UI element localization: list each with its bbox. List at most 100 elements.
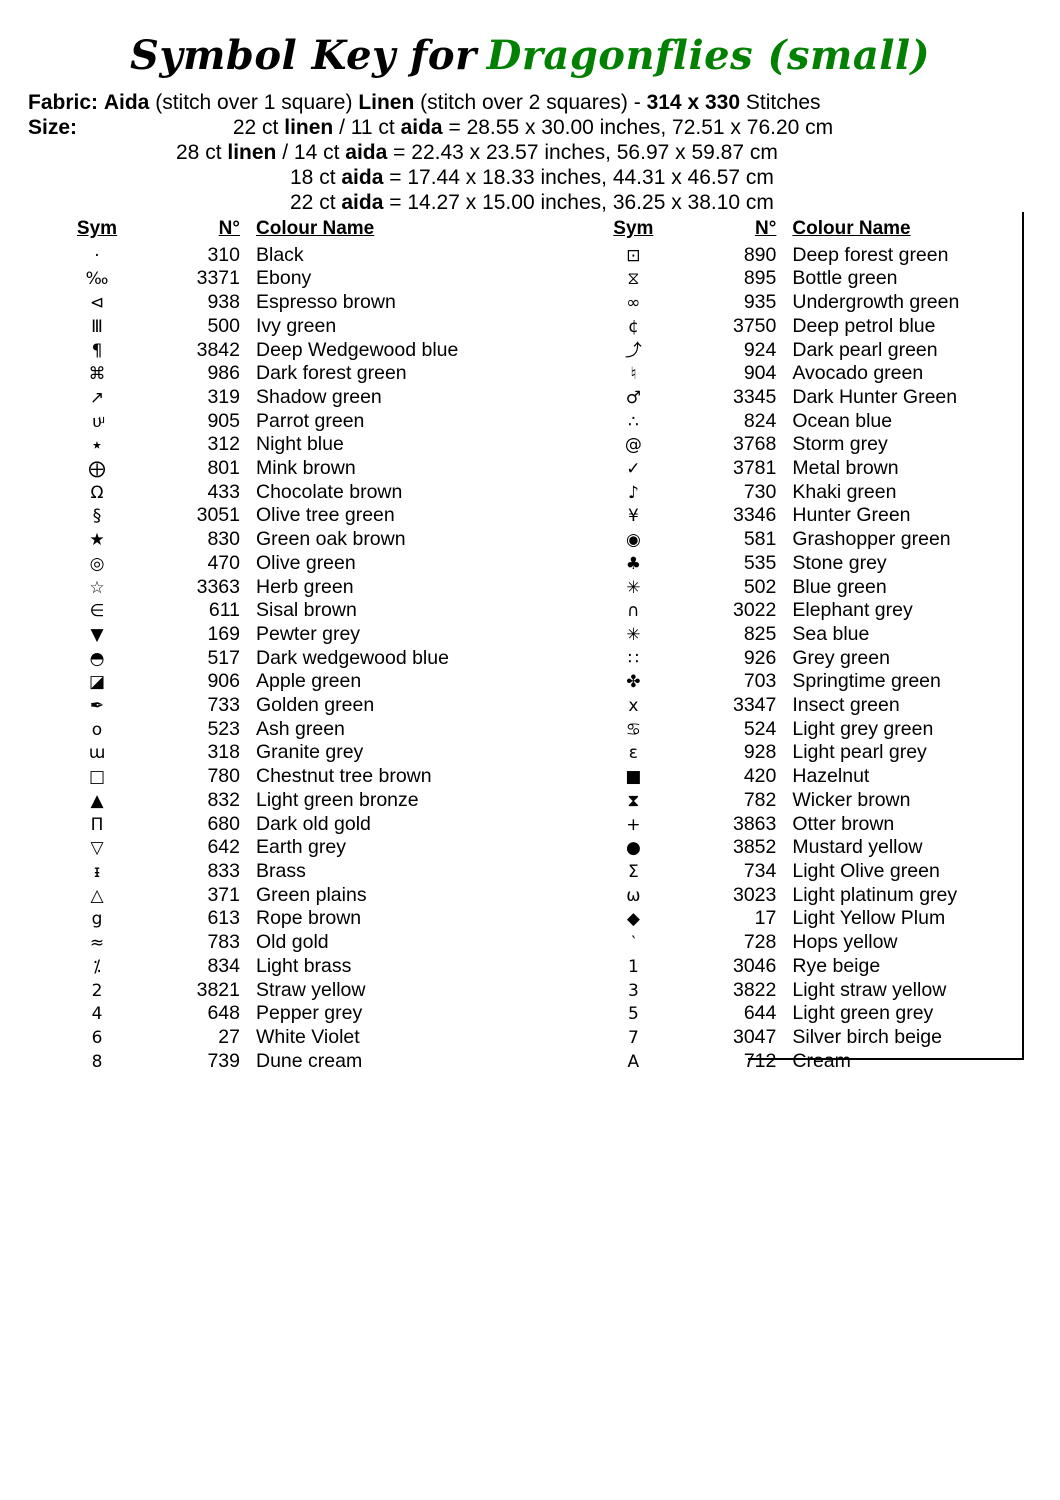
colour-name-cell: Mink brown [256, 457, 356, 480]
table-row: +3863 Otter brown [608, 813, 959, 837]
boxed-star-symbol: ⭑ [92, 435, 102, 456]
symbol-cell: ■ [608, 765, 658, 789]
header-colour-name-right: Colour Name [792, 218, 911, 239]
size-2-fabric-a: linen [227, 141, 277, 164]
table-row: ⊲ 938 Espresso brown [72, 291, 458, 315]
thread-number-cell: 825 [743, 622, 777, 645]
letter-x-symbol: x [628, 696, 639, 717]
colour-name-cell: Grashopper green [792, 528, 951, 551]
thread-number-cell: 924 [743, 338, 777, 361]
digit-five-symbol: 5 [627, 1004, 639, 1025]
table-row: ☆ 3363 Herb green [72, 576, 458, 600]
symbol-cell: ⁒ [72, 955, 122, 979]
table-row: ∞ 935 Undergrowth green [608, 291, 959, 315]
table-header-row: Sym N° Colour Name [608, 218, 959, 244]
symbol-cell: υͧ [72, 410, 122, 434]
colour-name-cell: Olive tree green [256, 504, 395, 527]
colour-name-cell: Olive green [256, 551, 356, 574]
table-row: ◉ 581 Grashopper green [608, 528, 959, 552]
thread-number-cell: 502 [743, 575, 777, 598]
colour-name-cell: Mustard yellow [792, 836, 923, 859]
symbol-cell: ✳ [608, 576, 658, 600]
approximately-equal-symbol: ≈ [89, 933, 105, 954]
commercial-minus-symbol: ⁒ [93, 956, 101, 977]
thread-number-cell: 613 [207, 907, 240, 930]
mars-symbol: ♂ [625, 387, 641, 408]
symbol-cell: ¥ [608, 504, 658, 528]
table-row: ◪ 906 Apple green [72, 670, 458, 694]
symbol-cell: o [72, 718, 122, 742]
table-row: ★ 830 Green oak brown [72, 528, 458, 552]
per-mille-symbol: ‰ [85, 269, 109, 290]
table-row: Ω 433 Chocolate brown [72, 481, 458, 505]
colour-name-cell: Insect green [792, 694, 900, 717]
colour-name-cell: Light Yellow Plum [792, 907, 946, 930]
filled-left-triangle-symbol: ⊲ [89, 293, 105, 314]
colour-name-cell: Parrot green [256, 409, 365, 432]
filled-up-triangle-symbol: ▲ [90, 790, 104, 811]
table-row: ▼ 169 Pewter grey [72, 623, 458, 647]
thread-number-cell: 926 [743, 646, 777, 669]
symbol-cell: ∷ [608, 647, 658, 671]
size-2-fabric-b: aida [345, 141, 388, 164]
table-row: ω 3023 Light platinum grey [608, 884, 959, 908]
crosshair-circle-symbol: ⨁ [88, 459, 106, 480]
thread-number-cell: 3051 [196, 504, 240, 527]
table-row: ✳ 502 Blue green [608, 576, 959, 600]
thread-number-cell: 27 [218, 1025, 240, 1048]
thread-number-cell: 642 [207, 836, 240, 859]
symbol-cell: ◓ [72, 647, 122, 671]
half-filled-square-symbol: ◪ [88, 672, 106, 693]
thread-number-cell: 318 [207, 741, 240, 764]
omega-small-symbol: ω [626, 885, 641, 906]
symbol-cell: ¶ [72, 339, 122, 363]
filled-square-symbol: ■ [625, 767, 642, 788]
outline-down-triangle-symbol: ▽ [90, 838, 104, 859]
size-3-dimensions: = 17.44 x 18.33 inches, 44.31 x 46.57 cm [389, 166, 774, 189]
thread-number-cell: 319 [207, 385, 240, 408]
thread-number-cell: 433 [207, 480, 240, 503]
table-row: ■ 420 Hazelnut [608, 765, 959, 789]
table-row: ⌘ 986 Dark forest green [72, 362, 458, 386]
boxed-h-symbol: ⊡ [626, 245, 641, 266]
eight-spoked-asterisk-symbol: ✳ [626, 577, 641, 598]
colour-name-cell: Dark pearl green [792, 338, 938, 361]
colour-name-cell: Deep forest green [792, 243, 949, 266]
turned-m-symbol: ɯ [88, 743, 106, 764]
table-row: 5 644 Light green grey [608, 1002, 959, 1026]
symbol-cell: ∴ [608, 410, 658, 434]
thread-number-cell: 3022 [732, 599, 777, 622]
thread-number-cell: 3842 [196, 338, 240, 361]
title-block: Symbol Key for Dragonflies (small) [0, 0, 1060, 76]
symbol-cell: ⨁ [72, 457, 122, 481]
symbol-cell: ♣ [608, 552, 658, 576]
yen-symbol: ¥ [627, 506, 639, 527]
section-symbol: § [92, 506, 102, 527]
symbol-cell: ✒ [72, 694, 122, 718]
symbol-cell: 8 [72, 1050, 122, 1074]
thread-number-cell: 3023 [732, 883, 777, 906]
roman-numeral-three-symbol: Ⅲ [91, 316, 103, 337]
colour-name-cell: Light straw yellow [792, 978, 947, 1001]
table-row: ¥3346 Hunter Green [608, 504, 959, 528]
pen-nib-symbol: ✒ [89, 696, 105, 717]
symbol-cell: ◎ [72, 552, 122, 576]
fabric-label: Fabric: [28, 91, 99, 114]
symbol-cell: ω [608, 884, 658, 908]
colour-name-cell: Storm grey [792, 433, 888, 456]
fisheye-symbol: ◉ [625, 530, 641, 551]
table-row: § 3051 Olive tree green [72, 504, 458, 528]
colour-name-cell: Night blue [256, 433, 344, 456]
symbol-cell: ☆ [72, 576, 122, 600]
pi-capital-symbol: Π [90, 814, 104, 835]
symbol-cell: ◆ [608, 907, 658, 931]
size-1-fabric-a: linen [284, 116, 334, 139]
upsilon-dot-symbol: ᵻ [93, 861, 101, 882]
omega-symbol: Ω [90, 482, 104, 503]
symbol-key-tables: Sym N° Colour Name · 310 Black ‰ 3371 Ebony ⊲ 9… [0, 218, 1060, 1073]
letter-o-symbol: o [91, 719, 103, 740]
thread-number-cell: 905 [207, 409, 240, 432]
stitch-count-value: 314 x 330 [646, 91, 741, 114]
table-row: ▽ 642 Earth grey [72, 836, 458, 860]
symbol-cell: ✓ [608, 457, 658, 481]
